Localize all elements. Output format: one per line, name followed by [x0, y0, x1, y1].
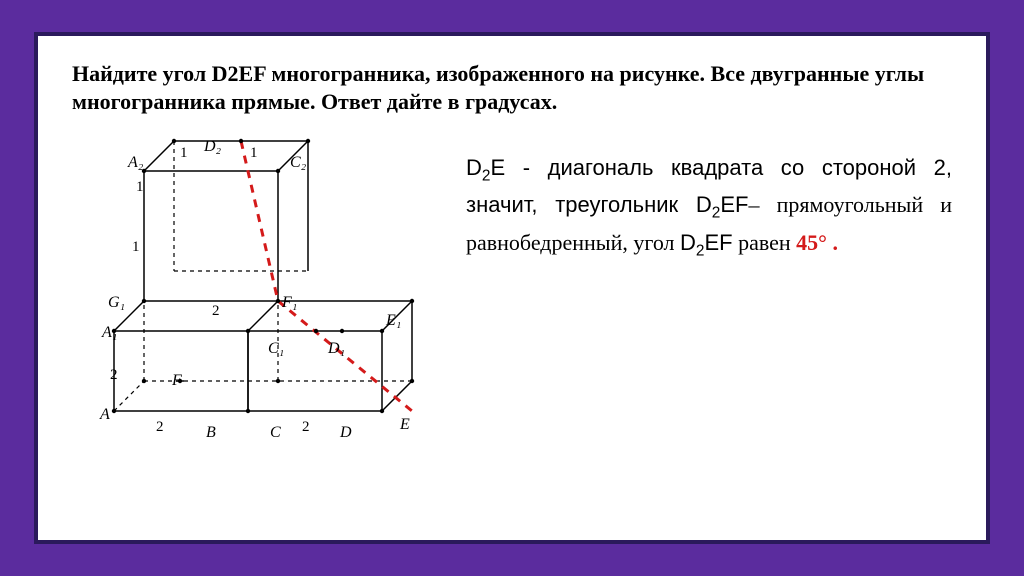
content-row: ABCDEFA₁C₁D₁E₁G₁F₁A₂D₂C₂ 11112222 D2E - … — [72, 123, 952, 463]
svg-text:2: 2 — [156, 419, 164, 435]
svg-text:D₁: D₁ — [327, 340, 345, 357]
slide-frame: Найдите угол D2EF многогранника, изображ… — [22, 20, 1002, 556]
svg-text:E₁: E₁ — [385, 312, 401, 329]
svg-text:1: 1 — [136, 179, 144, 195]
svg-text:G₁: G₁ — [108, 294, 125, 311]
problem-text: Найдите угол D2EF многогранника, изображ… — [72, 60, 952, 115]
svg-text:D: D — [339, 424, 352, 441]
svg-text:D₂: D₂ — [203, 138, 222, 155]
svg-text:A: A — [99, 406, 110, 423]
svg-text:C₁: C₁ — [268, 340, 284, 357]
answer: 45° . — [796, 230, 838, 255]
svg-text:A₁: A₁ — [101, 324, 117, 341]
svg-text:A₂: A₂ — [127, 154, 144, 171]
svg-text:E: E — [399, 416, 410, 433]
seg: D — [696, 192, 712, 217]
polyhedron-diagram: A B C D E F A₁ C₁ D₁ E₁ G₁ F₁ A₂ D₂ C₂ 1 1 1 1 2 2 2 2 — [72, 123, 452, 463]
svg-text:2: 2 — [110, 367, 118, 383]
seg: EF — [704, 230, 732, 255]
svg-text:2: 2 — [212, 303, 220, 319]
seg: D — [680, 230, 696, 255]
svg-text:1: 1 — [180, 145, 188, 161]
svg-text:C₂: C₂ — [290, 154, 307, 171]
svg-text:F₁: F₁ — [281, 294, 297, 311]
svg-text:1: 1 — [250, 145, 258, 161]
svg-text:F: F — [171, 372, 182, 389]
seg: равен — [733, 230, 797, 255]
svg-text:1: 1 — [132, 239, 140, 255]
content-card: Найдите угол D2EF многогранника, изображ… — [34, 32, 990, 544]
svg-text:2: 2 — [302, 419, 310, 435]
svg-text:B: B — [206, 424, 216, 441]
seg: EF — [720, 192, 748, 217]
svg-text:C: C — [270, 424, 281, 441]
solution-text: D2E - диагональ квадрата со стороной 2, … — [466, 123, 952, 263]
seg: D — [466, 155, 482, 180]
